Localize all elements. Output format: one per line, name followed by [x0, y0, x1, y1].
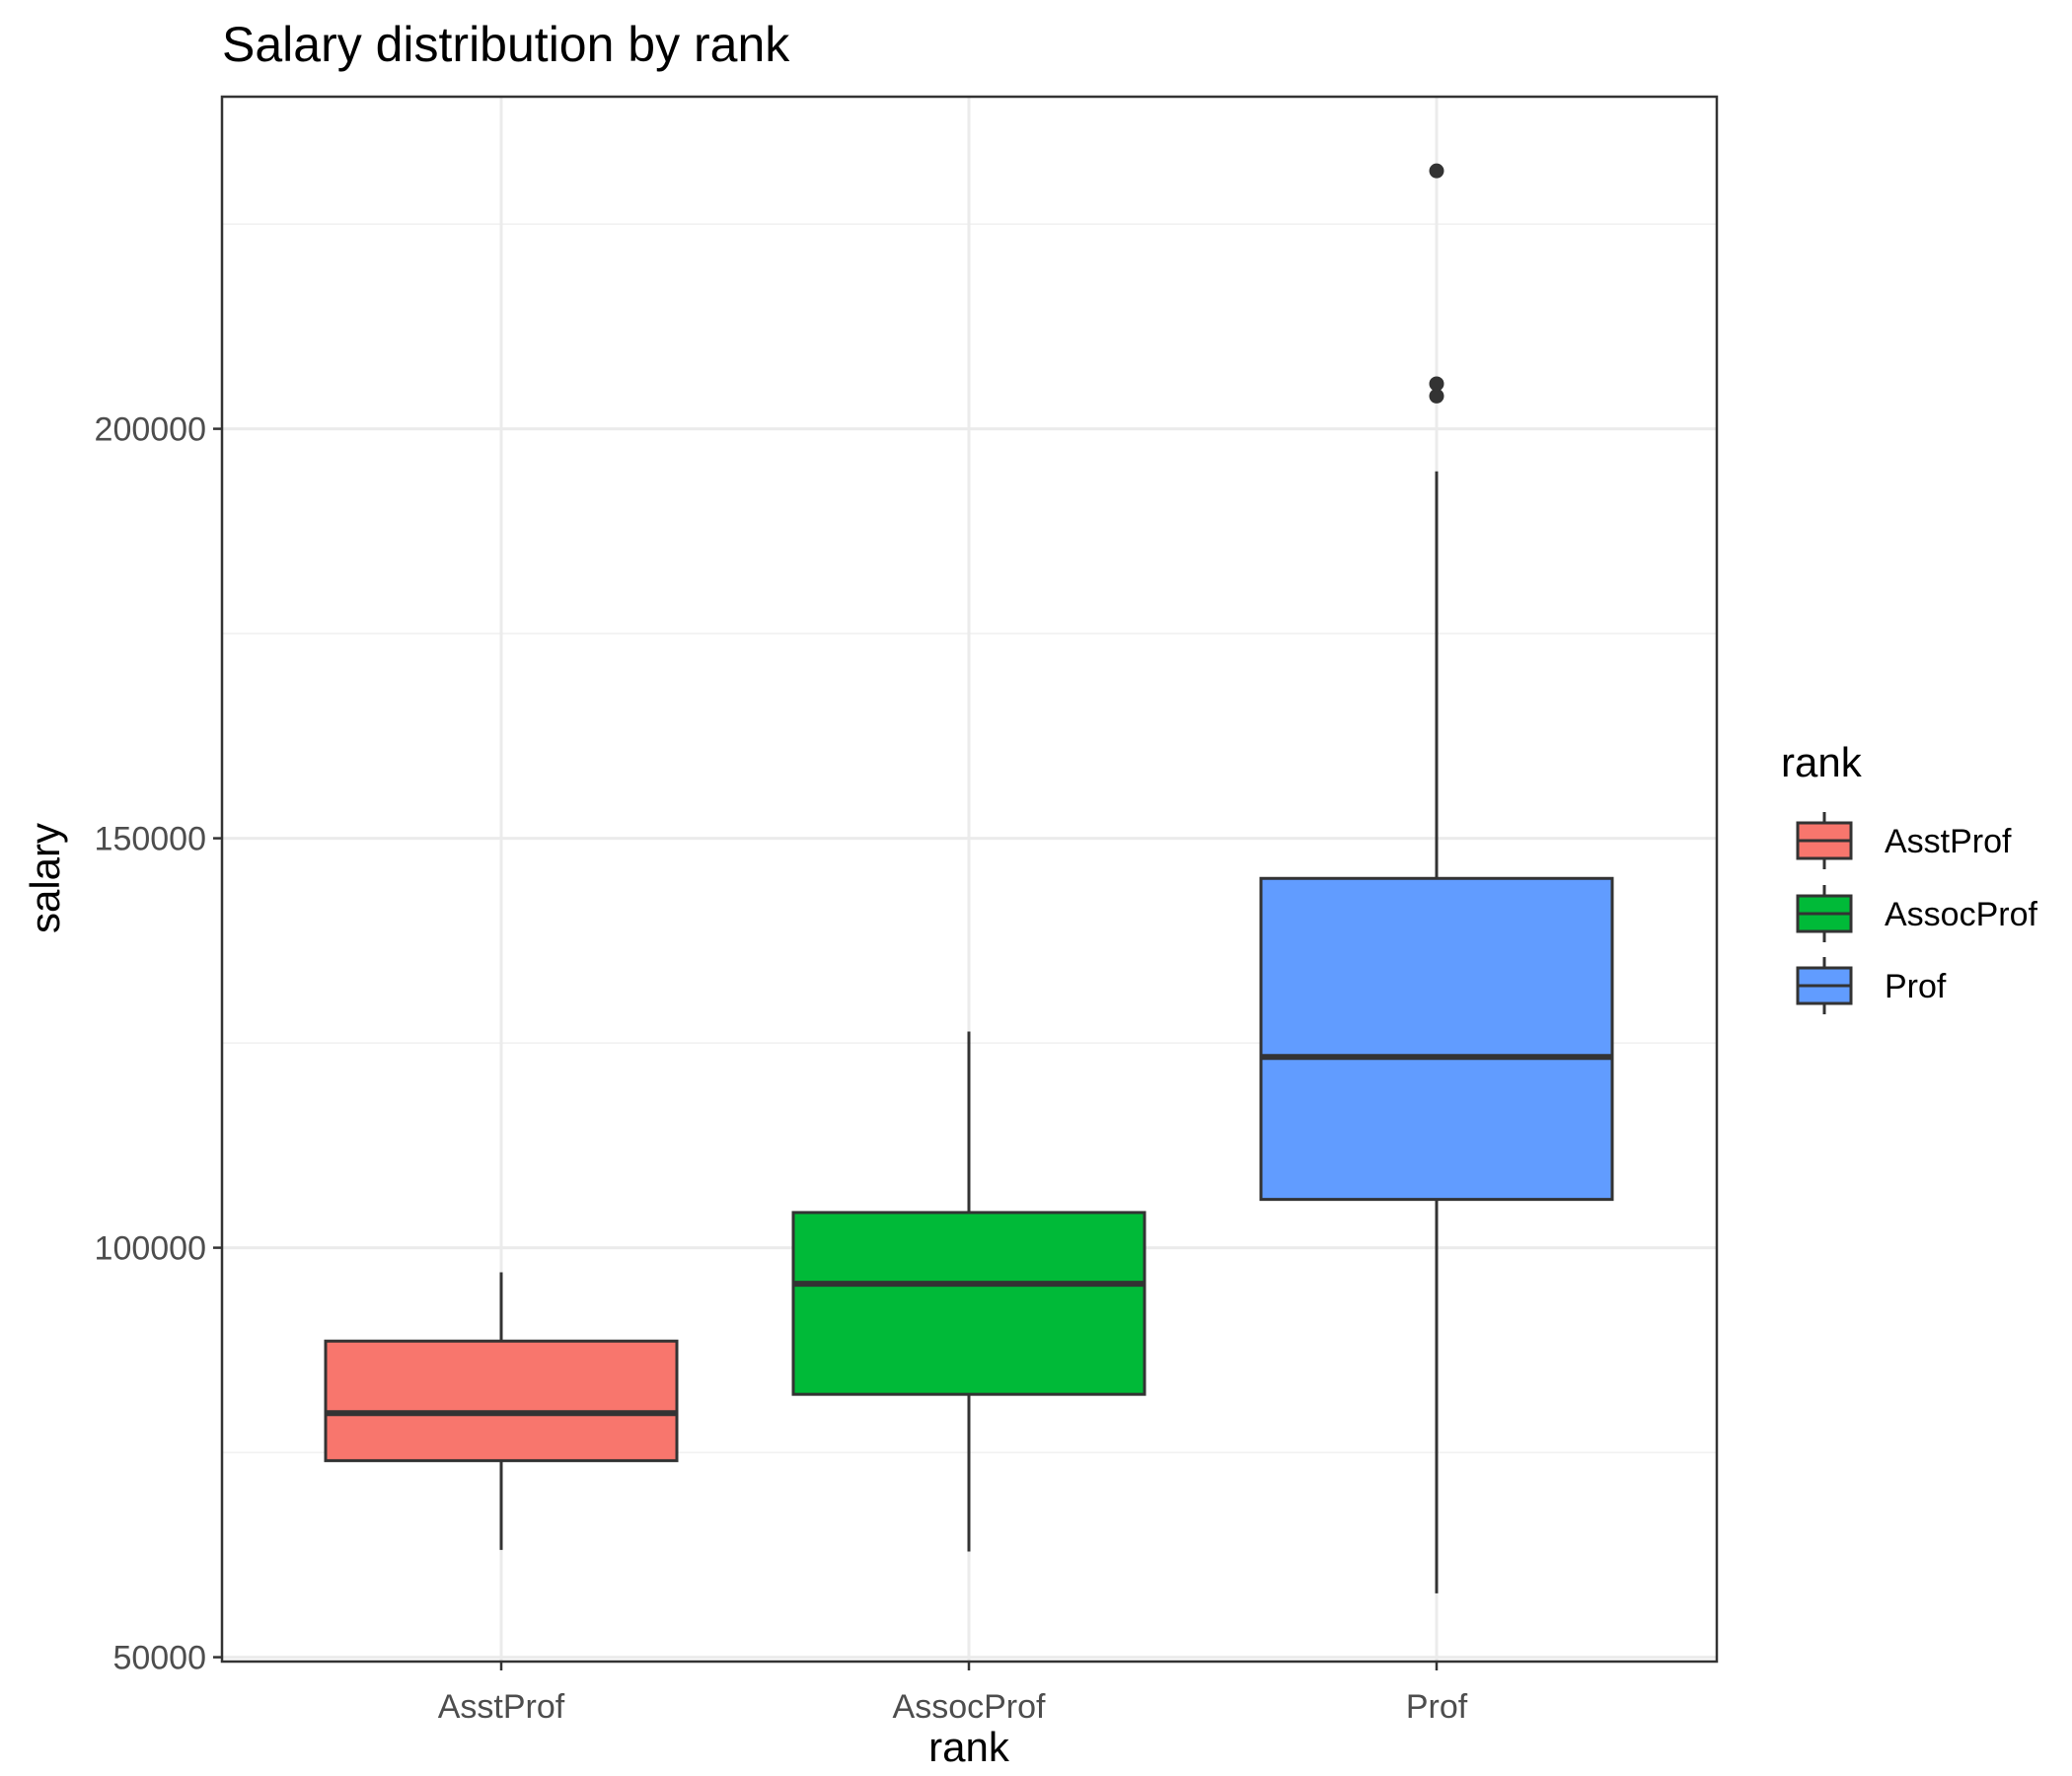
y-tick-label: 100000: [95, 1230, 206, 1268]
legend-item-AssocProf: AssocProf: [1796, 885, 2037, 942]
iqr-box: [1259, 876, 1614, 1202]
legend-item-AsstProf: AsstProf: [1796, 812, 2012, 869]
legend-item-Prof: Prof: [1796, 957, 1947, 1014]
legend-label: Prof: [1885, 968, 1947, 1005]
box-AsstProf: [324, 1272, 679, 1550]
iqr-box: [324, 1339, 679, 1462]
box-Prof: [1259, 163, 1614, 1593]
legend-title: rank: [1781, 739, 1863, 785]
plot-area: 50000 100000 150000 200000 AsstProf AssocProf…: [95, 95, 1719, 1726]
x-tick-label: AsstProf: [438, 1688, 565, 1726]
x-tick-label: AssocProf: [893, 1688, 1046, 1726]
iqr-box: [791, 1211, 1147, 1396]
legend: rank AsstProf AssocProf Prof: [1781, 739, 2037, 1014]
x-tick-label: Prof: [1406, 1688, 1468, 1726]
legend-label: AssocProf: [1885, 896, 2037, 933]
outlier-point: [1429, 376, 1444, 392]
box-AssocProf: [791, 1031, 1147, 1552]
chart-title: Salary distribution by rank: [222, 17, 790, 72]
legend-label: AsstProf: [1885, 823, 2012, 860]
y-axis-title: salary: [22, 823, 68, 933]
x-axis-title: rank: [928, 1724, 1010, 1770]
outlier-point: [1429, 163, 1444, 179]
outlier-point: [1429, 388, 1444, 404]
y-tick-label: 150000: [95, 821, 206, 858]
y-tick-label: 50000: [112, 1640, 206, 1677]
y-tick-label: 200000: [95, 411, 206, 449]
